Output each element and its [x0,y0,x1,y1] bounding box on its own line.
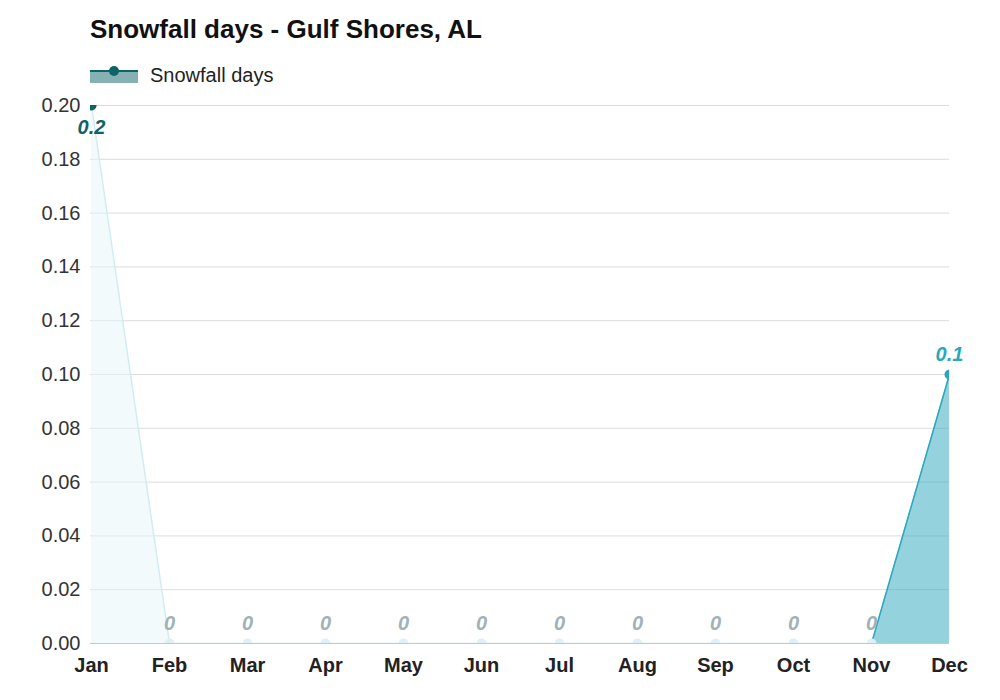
svg-text:Oct: Oct [777,654,811,676]
svg-text:Nov: Nov [853,654,892,676]
svg-text:0.02: 0.02 [42,578,81,600]
svg-text:0: 0 [632,612,643,634]
svg-text:0: 0 [788,612,799,634]
svg-text:0.08: 0.08 [42,417,81,439]
svg-text:0: 0 [554,612,565,634]
svg-text:0.12: 0.12 [42,309,81,331]
svg-text:0: 0 [164,612,175,634]
svg-text:0: 0 [866,612,877,634]
svg-text:0: 0 [398,612,409,634]
svg-text:Apr: Apr [308,654,343,676]
svg-text:Jul: Jul [545,654,574,676]
svg-text:0: 0 [710,612,721,634]
svg-text:Dec: Dec [931,654,968,676]
svg-text:0: 0 [242,612,253,634]
svg-text:0.10: 0.10 [42,363,81,385]
svg-text:0.00: 0.00 [42,632,81,654]
svg-text:0.20: 0.20 [42,94,81,116]
svg-text:0.1: 0.1 [936,343,964,365]
svg-text:0: 0 [476,612,487,634]
html-text:Snowfall days: Snowfall days [150,63,274,86]
svg-text:0.18: 0.18 [42,148,81,170]
svg-text:0.04: 0.04 [42,524,81,546]
svg-text:Jan: Jan [74,654,108,676]
svg-text:0: 0 [320,612,331,634]
svg-text:0.2: 0.2 [78,116,106,138]
svg-text:Sep: Sep [697,654,734,676]
svg-text:Feb: Feb [152,654,188,676]
svg-text:Aug: Aug [618,654,657,676]
svg-text:Jun: Jun [464,654,500,676]
svg-text:0.06: 0.06 [42,471,81,493]
svg-text:Mar: Mar [230,654,266,676]
svg-text:0.16: 0.16 [42,202,81,224]
svg-text:May: May [384,654,424,676]
svg-text:0.14: 0.14 [42,255,81,277]
html-text:Snowfall days - Gulf Shores, A: Snowfall days - Gulf Shores, AL [90,14,482,44]
